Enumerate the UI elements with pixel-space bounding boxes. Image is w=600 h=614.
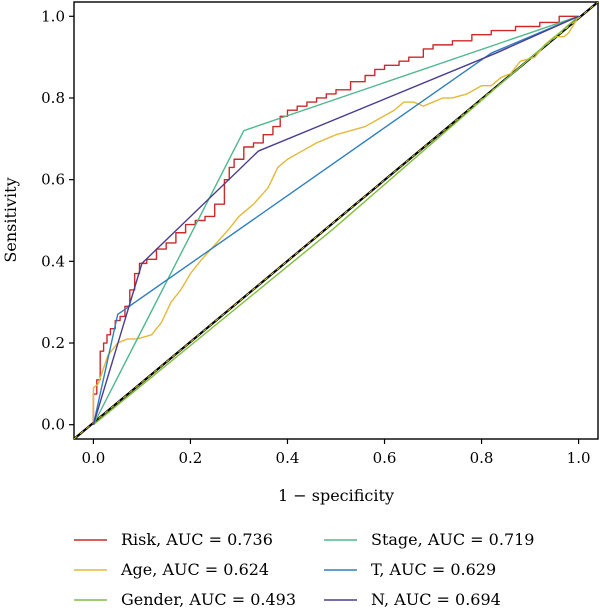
legend-label-5: N, AUC = 0.694: [371, 590, 501, 609]
plot-frame: [73, 1, 599, 440]
y-tick-label: 0.4: [41, 252, 65, 270]
legend-label-3: Stage, AUC = 0.719: [371, 530, 534, 549]
series-lines: [92, 15, 580, 426]
x-tick-label: 0.6: [373, 449, 397, 467]
x-tick-label: 1.0: [567, 449, 591, 467]
legend-label-4: T, AUC = 0.629: [371, 560, 496, 579]
series-line-5: [92, 15, 579, 425]
plot-area: [73, 1, 599, 440]
y-axis: 0.0 0.2 0.4 0.6 0.8 1.0: [41, 7, 74, 434]
y-tick-label: 0.6: [41, 171, 65, 189]
y-tick-label: 0.8: [41, 89, 65, 107]
x-axis-title: 1 − specificity: [278, 486, 394, 505]
series-line-0: [92, 15, 579, 425]
series-line-2: [92, 15, 580, 426]
legend-label-1: Age, AUC = 0.624: [120, 560, 269, 579]
y-tick-label: 1.0: [41, 7, 65, 25]
series-line-4: [92, 15, 579, 425]
legend: Risk, AUC = 0.736 Age, AUC = 0.624 Gender,…: [74, 530, 534, 609]
legend-label-2: Gender, AUC = 0.493: [121, 590, 296, 609]
y-tick-label: 0.0: [41, 416, 65, 434]
x-tick-label: 0.4: [276, 449, 300, 467]
y-axis-title: Sensitivity: [1, 177, 20, 262]
x-tick-label: 0.8: [470, 449, 494, 467]
series-line-1: [92, 15, 580, 425]
x-tick-label: 0.2: [179, 449, 203, 467]
y-tick-label: 0.2: [41, 334, 65, 352]
legend-label-0: Risk, AUC = 0.736: [121, 530, 273, 549]
series-line-3: [92, 15, 579, 426]
x-axis: 0.0 0.2 0.4 0.6 0.8 1.0: [81, 439, 591, 467]
x-tick-label: 0.0: [81, 449, 105, 467]
